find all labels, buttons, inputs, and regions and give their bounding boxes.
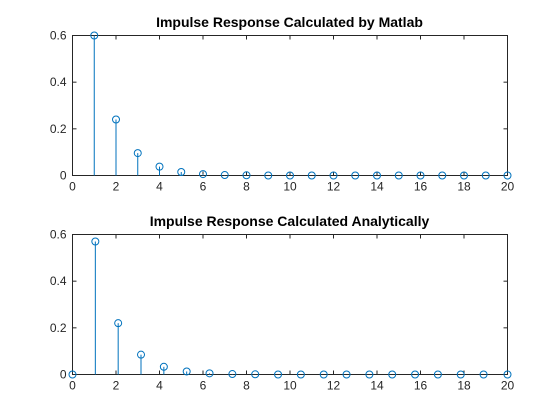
subplot-1-xtick-label: 10 <box>283 180 297 194</box>
subplot-1-stem-marker <box>307 171 316 180</box>
subplot-2-title: Impulse Response Calculated Analytically <box>150 213 430 229</box>
subplot-1-xtick-label: 2 <box>113 180 120 194</box>
subplot-1-stem-marker <box>264 171 273 180</box>
subplot-2-ytick-label: 0.4 <box>50 274 67 288</box>
subplot-2-stem-marker <box>503 370 512 379</box>
subplot-1-xtick-label: 0 <box>69 180 76 194</box>
subplot-2-stem-marker <box>114 319 123 328</box>
subplot-1-stem-marker <box>460 171 468 180</box>
subplot-2-stem-marker <box>342 370 351 379</box>
subplot-1-stem-marker <box>329 171 338 180</box>
subplot-2-xtick-label: 4 <box>156 379 163 393</box>
subplot-2-ytick-label: 0 <box>60 368 67 382</box>
subplot-2-stem-marker <box>137 350 146 359</box>
subplot-1-stem-marker <box>438 171 447 180</box>
subplot-1-xtick-label: 20 <box>501 180 515 194</box>
subplot-2-stem-marker <box>433 370 442 379</box>
subplot-1-stem-marker <box>373 171 381 180</box>
subplot-1-stem-marker <box>394 171 403 180</box>
subplot-2-xtick-label: 2 <box>113 379 120 393</box>
subplot-1-ytick-label: 0.2 <box>50 122 67 136</box>
subplot-1-ticks: 0 2 4 6 8 10 12 14 16 18 20 0 0.2 0.4 0.6 <box>50 29 515 194</box>
subplot-1-stem-marker <box>242 171 251 180</box>
subplot-1-stem-marker <box>286 171 294 180</box>
subplot-2-stem-marker <box>319 370 328 379</box>
subplot-1-xtick-label: 12 <box>327 180 341 194</box>
subplot-1-stem-marker <box>90 31 99 40</box>
subplot-2-xtick-label: 18 <box>457 379 471 393</box>
subplot-1-stems <box>90 31 512 180</box>
subplot-2-xtick-label: 12 <box>327 379 341 393</box>
subplot-1-stem-marker <box>481 171 490 180</box>
subplot-2-xtick-label: 14 <box>370 379 384 393</box>
subplot-1-xtick-label: 18 <box>457 180 471 194</box>
subplot-2-stem-marker <box>456 370 465 379</box>
subplot-1-title: Impulse Response Calculated by Matlab <box>156 14 423 30</box>
subplot-1-xtick-label: 16 <box>414 180 428 194</box>
subplot-1-stem-marker <box>416 171 425 180</box>
subplot-1-stem-marker <box>155 162 164 171</box>
subplot-2-stem-marker <box>182 367 191 376</box>
subplot-1: Impulse Response Calculated by Matlab 0 2… <box>50 14 515 194</box>
subplot-1-xtick-label: 4 <box>156 180 163 194</box>
subplot-2-stem-marker <box>91 237 100 246</box>
subplot-2-stem-marker <box>365 370 374 379</box>
subplot-2-stem-marker <box>205 369 214 378</box>
subplot-2-xtick-label: 10 <box>283 379 297 393</box>
subplot-1-stem-marker <box>503 171 512 180</box>
subplot-2-xtick-label: 8 <box>243 379 250 393</box>
subplot-2-stem-marker <box>159 362 168 371</box>
subplot-1-xtick-label: 14 <box>370 180 384 194</box>
subplot-1-stem-marker <box>112 115 120 124</box>
subplot-2-stems <box>68 237 512 379</box>
subplot-2-stem-marker <box>251 370 260 379</box>
subplot-1-stem-marker <box>199 170 207 179</box>
subplot-2-stem-marker <box>388 370 397 379</box>
subplot-2-ytick-label: 0.6 <box>50 228 67 242</box>
subplot-2-stem-marker <box>68 370 77 379</box>
subplot-2: Impulse Response Calculated Analytically… <box>50 213 515 393</box>
subplot-1-xtick-label: 8 <box>243 180 250 194</box>
subplot-2-stem-marker <box>479 370 488 379</box>
subplot-1-ytick-label: 0.6 <box>50 29 67 43</box>
subplot-2-ytick-label: 0.2 <box>50 321 67 335</box>
subplot-1-stem-marker <box>177 168 186 176</box>
subplot-2-stem-marker <box>411 370 420 379</box>
subplot-2-stem-marker <box>296 370 305 379</box>
subplot-2-xtick-label: 6 <box>200 379 207 393</box>
subplot-2-stem-marker <box>274 370 283 379</box>
subplot-1-stem-marker <box>351 171 360 180</box>
subplot-2-xtick-label: 0 <box>69 379 76 393</box>
subplot-1-stem-marker <box>133 149 142 158</box>
subplot-1-ytick-label: 0 <box>60 169 67 183</box>
subplot-2-ticks: 0 2 4 6 8 10 12 14 16 18 20 0 0.2 0.4 0.6 <box>50 228 515 393</box>
subplot-1-stem-marker <box>220 171 229 180</box>
subplot-1-xtick-label: 6 <box>200 180 207 194</box>
subplot-2-xtick-label: 20 <box>501 379 515 393</box>
subplot-2-xtick-label: 16 <box>414 379 428 393</box>
subplot-2-stem-marker <box>228 370 237 379</box>
subplot-1-ytick-label: 0.4 <box>50 75 67 89</box>
